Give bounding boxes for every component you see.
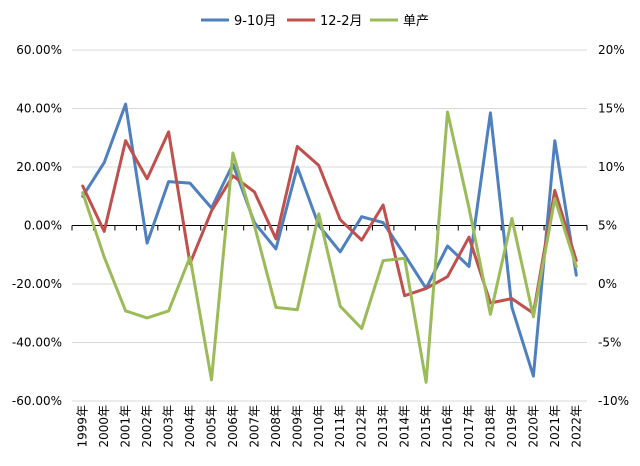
left-tick-label: 60.00% <box>16 43 62 57</box>
x-tick-label: 2019年 <box>505 405 519 448</box>
x-tick-label: 2010年 <box>312 405 326 448</box>
right-tick-label: 10% <box>598 160 625 174</box>
series-lines <box>81 102 578 384</box>
legend-label: 单产 <box>403 14 429 29</box>
x-tick-label: 2008年 <box>269 405 283 448</box>
x-tick-label: 2009年 <box>290 405 304 448</box>
x-tick-label: 2014年 <box>398 405 412 448</box>
x-tick-label: 2006年 <box>226 405 240 448</box>
series-line <box>81 102 578 378</box>
x-tick-label: 2016年 <box>441 405 455 448</box>
x-tick-label: 2007年 <box>247 405 261 448</box>
x-tick-label: 2021年 <box>548 405 562 448</box>
x-tick-label: 2005年 <box>204 405 218 448</box>
x-tick-label: 2012年 <box>355 405 369 448</box>
chart-legend: 9-10月 12-2月 单产 <box>201 14 429 29</box>
x-tick-label: 2015年 <box>419 405 433 448</box>
x-tick-label: 2017年 <box>462 405 476 448</box>
x-tick-label: 2018年 <box>483 405 497 448</box>
x-tick-label: 2013年 <box>376 405 390 448</box>
gridlines <box>72 49 587 402</box>
right-tick-label: 20% <box>598 43 625 57</box>
x-tick-label: 2011年 <box>333 405 347 448</box>
x-tick-label: 2003年 <box>162 405 176 448</box>
x-axis-tick-labels: 1999年 2000年 2001年 2002年 2003年 2004年 2005年 2006年… <box>76 405 584 448</box>
x-tick-label: 2020年 <box>526 405 540 448</box>
x-tick-label: 2004年 <box>183 405 197 448</box>
left-tick-label: -60.00% <box>12 394 62 408</box>
x-tick-label: 2022年 <box>569 405 583 448</box>
left-tick-label: 20.00% <box>16 160 62 174</box>
x-tick-label: 2002年 <box>140 405 154 448</box>
right-tick-label: 0% <box>598 277 617 291</box>
left-tick-label: -40.00% <box>12 336 62 350</box>
series-line <box>81 110 578 384</box>
right-tick-label: 15% <box>598 102 625 116</box>
left-tick-label: -20.00% <box>12 277 62 291</box>
left-y-axis: 60.00% 40.00% 20.00% 0.00% -20.00% -40.00% -60… <box>12 43 62 408</box>
left-tick-label: 0.00% <box>24 219 62 233</box>
left-tick-label: 40.00% <box>16 102 62 116</box>
x-tick-label: 2000年 <box>97 405 111 448</box>
right-tick-label: -10% <box>598 394 629 408</box>
x-tick-label: 2001年 <box>119 405 133 448</box>
legend-label: 9-10月 <box>234 14 277 29</box>
x-tick-label: 1999年 <box>76 405 90 448</box>
legend-label: 12-2月 <box>320 14 363 29</box>
right-y-axis: 20% 15% 10% 5% 0% -5% -10% <box>598 43 629 408</box>
right-tick-label: 5% <box>598 219 617 233</box>
right-tick-label: -5% <box>598 336 621 350</box>
